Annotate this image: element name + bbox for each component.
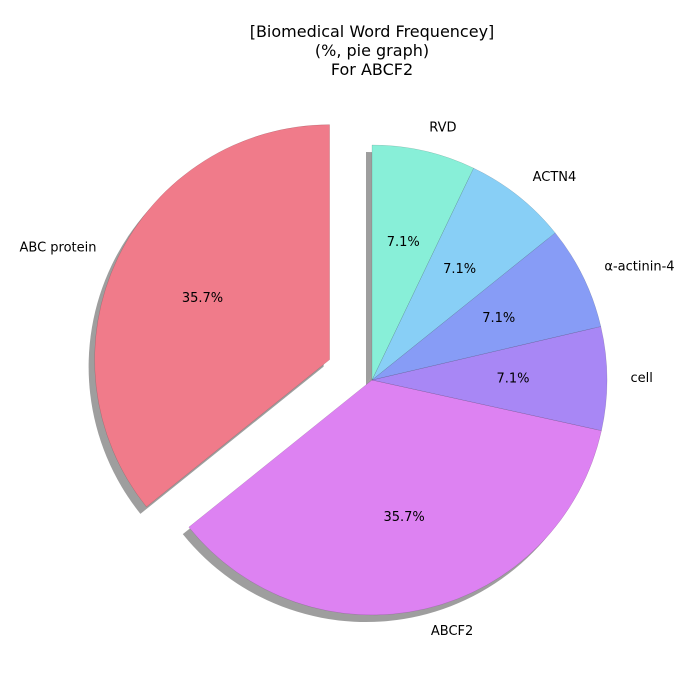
slice-percent-abcf2: 35.7% (383, 510, 424, 525)
chart-title: [Biomedical Word Frequencey] (%, pie gra… (250, 22, 495, 79)
slice-label-abcf2: ABCF2 (431, 624, 473, 639)
chart-title-line-2: (%, pie graph) (315, 41, 429, 60)
pie-slice-actn4 (371, 167, 556, 381)
slice-labels: ABC protein 35.7% ABCF2 35.7% cell 7.1% α-acti… (20, 120, 675, 639)
slice-label-rvd: RVD (429, 120, 456, 135)
slice-label-actn4: ACTN4 (533, 170, 577, 185)
pie-slice-abc-protein (94, 124, 330, 508)
slice-percent-rvd: 7.1% (387, 235, 420, 250)
slice-label-abc-protein: ABC protein (20, 240, 97, 255)
pie-slice-abcf2 (188, 379, 602, 616)
slice-percent-abc-protein: 35.7% (182, 291, 223, 306)
slice-percent-actinin-4: 7.1% (482, 311, 515, 326)
pie-slices (94, 124, 608, 616)
slice-percent-cell: 7.1% (496, 372, 529, 387)
chart-title-line-1: [Biomedical Word Frequencey] (250, 22, 495, 41)
slice-percent-actn4: 7.1% (443, 262, 476, 277)
pie-slice-rvd (371, 144, 474, 381)
slice-label-cell: cell (630, 371, 652, 386)
slice-label-actinin-4: α-actinin-4 (604, 259, 674, 274)
pie-slice-actinin-4 (371, 232, 602, 381)
chart-title-line-3: For ABCF2 (331, 60, 413, 79)
pie-slice-cell (371, 326, 608, 431)
